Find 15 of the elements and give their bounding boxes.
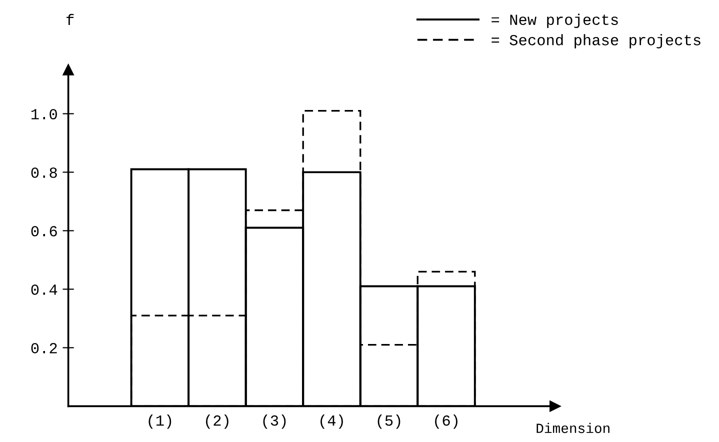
- x-tick-label: (1): [148, 414, 172, 429]
- y-axis-title: f: [66, 14, 74, 25]
- x-tick-label: (4): [320, 414, 343, 429]
- y-tick-label: 0.6: [31, 226, 57, 236]
- y-tick-label: 0.4: [31, 284, 58, 295]
- legend-label: = Second phase projects: [492, 34, 700, 48]
- x-tick-label: (3): [263, 414, 286, 429]
- y-tick-label: 0.8: [31, 168, 57, 178]
- legend-label: = New projects: [492, 14, 618, 28]
- x-tick-label: (5): [378, 414, 400, 429]
- x-tick-label: (2): [206, 414, 228, 429]
- y-tick-label: 0.2: [31, 343, 57, 354]
- y-tick-label: 1.0: [31, 109, 57, 120]
- x-axis-title: Dimension: [536, 422, 610, 434]
- x-tick-label: (6): [435, 414, 458, 429]
